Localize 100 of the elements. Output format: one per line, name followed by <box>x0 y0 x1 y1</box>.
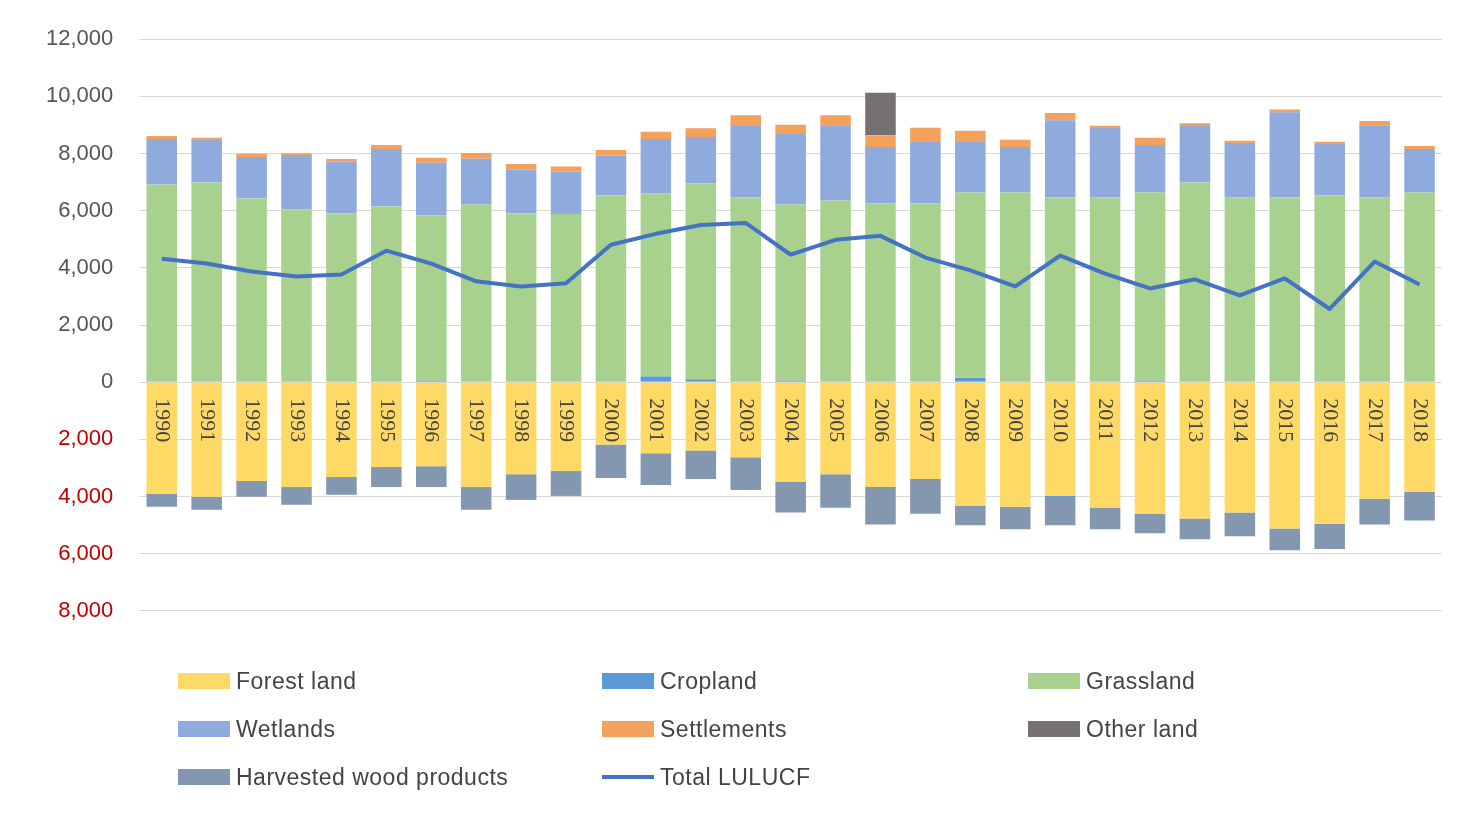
bar <box>191 140 222 183</box>
bar <box>1224 197 1256 382</box>
bar <box>550 166 582 172</box>
bar <box>236 481 267 497</box>
legend-label: Grassland <box>1086 667 1196 695</box>
bar <box>910 479 941 514</box>
bar <box>999 139 1031 147</box>
bar <box>1404 146 1435 149</box>
x-tick-label: 2015 <box>1273 398 1299 443</box>
x-tick-label: 2014 <box>1229 398 1255 443</box>
bar <box>550 471 582 496</box>
bar <box>730 115 761 127</box>
legend-label: Settlements <box>660 715 787 743</box>
bar <box>1359 125 1390 198</box>
bar <box>550 171 582 215</box>
bar <box>640 193 672 377</box>
bar <box>326 477 357 495</box>
bar <box>1404 192 1435 382</box>
y-tick-label: 10,000 <box>45 82 114 108</box>
bar <box>281 154 312 210</box>
bar <box>1089 128 1121 198</box>
bar <box>730 197 761 382</box>
bar <box>1359 120 1390 126</box>
bar <box>999 382 1031 507</box>
bar <box>1269 112 1301 198</box>
x-tick-label: 2005 <box>824 398 850 443</box>
bar <box>1224 512 1256 537</box>
y-tick-label: 8,000 <box>58 139 114 165</box>
x-tick-label: 2002 <box>690 398 716 443</box>
x-tick-label: 2000 <box>600 398 626 443</box>
x-tick-label: 1998 <box>510 398 536 443</box>
bar <box>416 215 447 381</box>
x-tick-label: 2016 <box>1318 398 1344 443</box>
bar <box>146 382 178 494</box>
x-tick-label: 2018 <box>1408 398 1434 443</box>
bar <box>236 153 267 157</box>
bar <box>460 487 492 510</box>
bar <box>865 135 896 147</box>
bar <box>1224 382 1256 513</box>
bar <box>685 379 717 382</box>
legend-label: Cropland <box>660 667 758 695</box>
bar <box>775 204 806 381</box>
bar <box>640 131 672 139</box>
bar <box>416 157 447 163</box>
legend-label: Forest land <box>236 667 357 695</box>
bar <box>505 213 537 382</box>
bar <box>416 162 447 216</box>
bar <box>910 382 941 480</box>
bar <box>1314 195 1345 382</box>
bar <box>955 505 986 526</box>
bar <box>1179 123 1211 127</box>
y-tick-label: 6,000 <box>58 196 114 222</box>
x-tick-label: 1996 <box>420 398 446 443</box>
bar <box>820 200 851 382</box>
y-tick-label: 12,000 <box>45 25 114 51</box>
x-tick-label: 1994 <box>330 398 356 443</box>
bar <box>595 195 627 382</box>
bar <box>1089 382 1121 508</box>
bar <box>820 125 851 201</box>
bar <box>1044 120 1076 198</box>
bar <box>371 206 402 382</box>
y-tick-label: 6,000 <box>58 539 114 565</box>
x-tick-label: 1995 <box>375 398 401 443</box>
bar <box>505 474 537 500</box>
bar <box>865 92 896 136</box>
bar <box>371 467 402 488</box>
bar <box>1179 126 1211 183</box>
bar <box>326 382 357 478</box>
bar <box>505 164 537 170</box>
bar <box>281 487 312 505</box>
bar <box>999 146 1031 193</box>
bar <box>1044 112 1076 121</box>
x-tick-label: 2010 <box>1049 398 1075 443</box>
y-tick-label: 2,000 <box>58 311 114 337</box>
bar <box>685 136 717 184</box>
legend-label: Harvested wood products <box>236 763 509 791</box>
bar <box>955 130 986 143</box>
bar <box>1359 197 1390 382</box>
bar <box>685 183 717 380</box>
x-tick-label: 2007 <box>914 398 940 443</box>
bar <box>865 487 896 525</box>
x-tick-label: 2008 <box>959 398 985 443</box>
bar <box>820 382 851 475</box>
bar <box>1089 507 1121 530</box>
bar <box>865 382 896 488</box>
bar <box>191 182 222 382</box>
bar <box>460 204 492 382</box>
bar <box>999 192 1031 382</box>
legend-label: Other land <box>1086 715 1199 743</box>
bar <box>640 138 672 194</box>
bar <box>1044 382 1076 496</box>
bar <box>146 493 178 507</box>
bar <box>416 466 447 488</box>
bar <box>326 161 357 214</box>
bar <box>1179 182 1211 382</box>
y-tick-label: 0 <box>101 368 114 394</box>
bar <box>910 203 941 382</box>
bar <box>1089 197 1121 382</box>
bar <box>865 203 896 382</box>
bar <box>1314 382 1345 524</box>
